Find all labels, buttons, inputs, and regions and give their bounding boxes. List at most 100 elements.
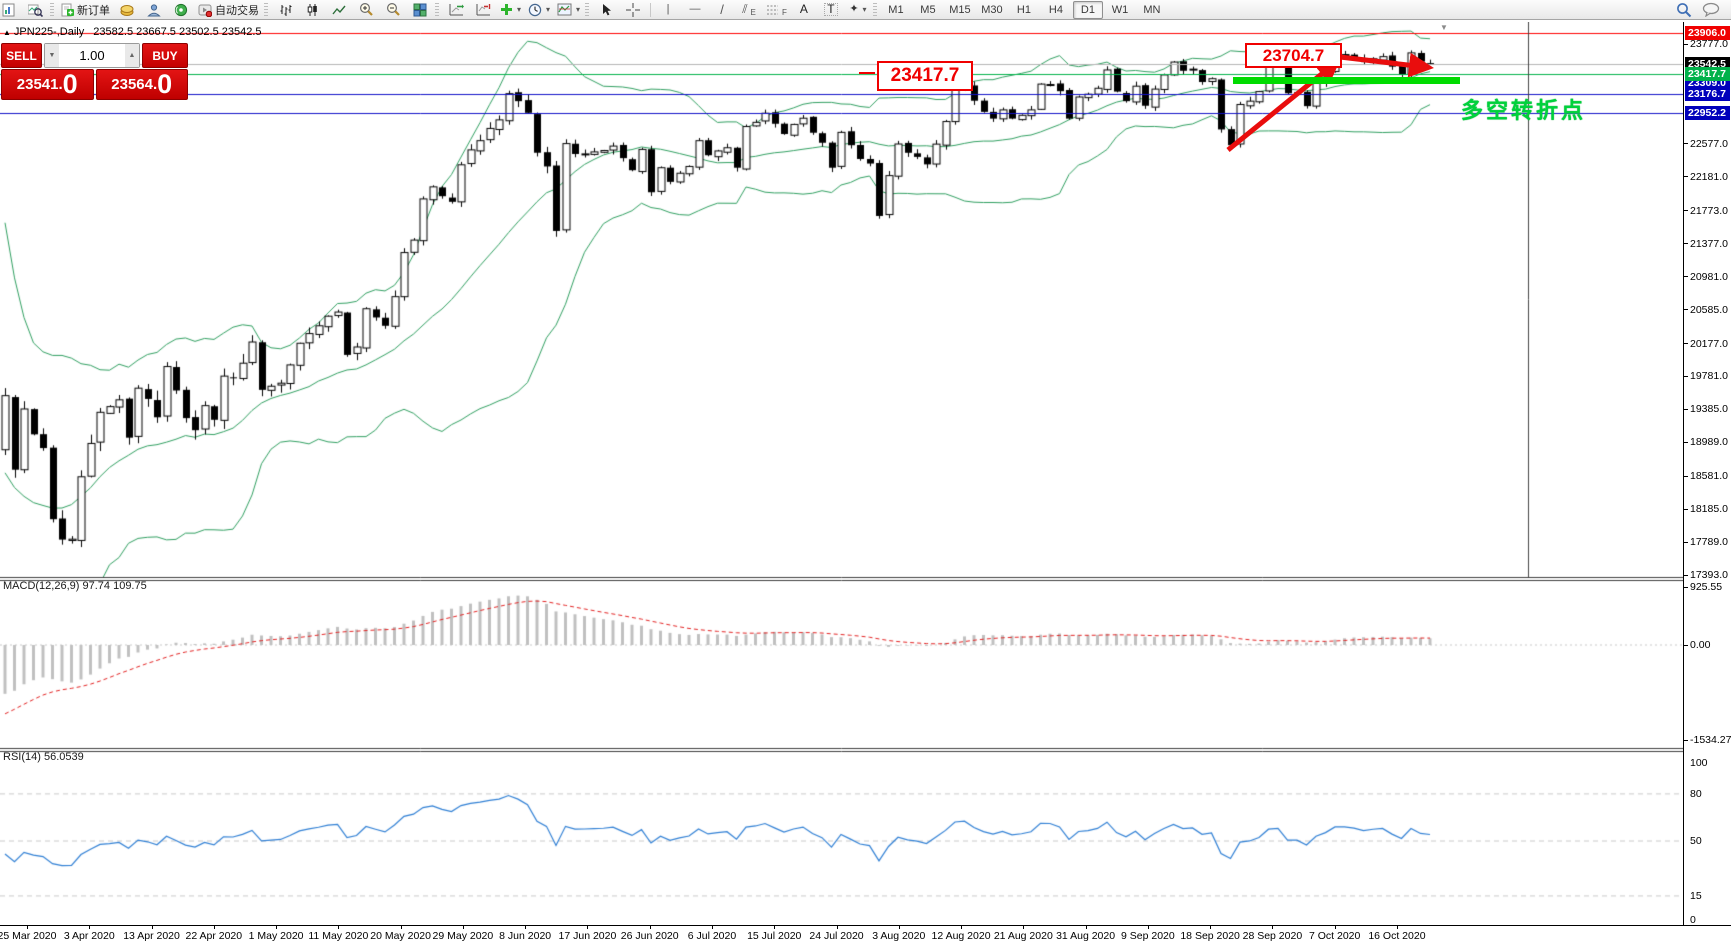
price-axis-tick-label: 17789.0 — [1690, 536, 1728, 549]
price-axis-tick — [1684, 574, 1688, 576]
autotrading-icon — [198, 4, 212, 17]
price-axis-tick-label: 19781.0 — [1690, 370, 1728, 383]
rsi-axis-label: 0 — [1690, 913, 1696, 926]
periods-dropdown[interactable]: ▾ — [525, 0, 553, 19]
price-axis-tick-label: 17393.0 — [1690, 569, 1728, 582]
level-label-dash — [859, 72, 875, 74]
news-icon[interactable] — [168, 0, 194, 19]
macd-label: MACD(12,26,9) 97.74 109.75 — [3, 580, 147, 592]
price-axis-tick — [1684, 343, 1688, 344]
macd-axis-tick — [1684, 586, 1688, 588]
date-axis-label: 9 Sep 2020 — [1121, 930, 1175, 942]
crosshair-icon[interactable] — [620, 0, 646, 19]
timeframe-D1[interactable]: D1 — [1072, 0, 1103, 19]
date-axis-tick — [276, 926, 278, 929]
price-badge-22952.2: 22952.2 — [1685, 105, 1730, 120]
price-axis[interactable]: 23777.0 22577.0 22181.0 21773.0 21377.0 20981… — [1683, 22, 1731, 926]
price-badge-23906.0: 23906.0 — [1685, 26, 1730, 41]
chart-shift-marker: ▼ — [1440, 23, 1448, 32]
chat-icon[interactable] — [1702, 2, 1720, 17]
date-axis-tick — [836, 926, 838, 929]
timeframe-M30[interactable]: M30 — [981, 3, 1003, 16]
date-axis-label: 13 Apr 2020 — [123, 930, 180, 942]
price-axis-tick-label: 22181.0 — [1690, 170, 1728, 183]
label-icon[interactable]: T — [818, 0, 844, 19]
date-axis-tick — [898, 926, 900, 929]
new-chart-icon[interactable] — [0, 0, 21, 19]
date-axis-tick — [400, 926, 402, 929]
chevron-down-icon: ▾ — [546, 5, 551, 14]
timeframe-M1[interactable]: M1 — [888, 3, 904, 16]
profiles-icon[interactable] — [22, 0, 48, 19]
candlesticks-icon[interactable] — [299, 0, 325, 19]
indicators-dropdown[interactable]: ▾ — [497, 0, 524, 19]
price-axis-tick — [1684, 276, 1688, 278]
price-chart-canvas[interactable] — [0, 22, 1683, 925]
level-label-23417[interactable]: 23417.7 — [877, 61, 973, 91]
turning-point-text[interactable]: 多空转折点 — [1461, 98, 1587, 123]
new-order-button[interactable]: 新订单 — [58, 0, 113, 19]
timeframe-W1[interactable]: W1 — [1111, 3, 1129, 16]
sell-price-button[interactable]: 23541. 0 — [1, 69, 94, 100]
shapes-dropdown[interactable]: ✦ ▾ — [849, 3, 867, 15]
date-axis-tick — [462, 926, 464, 929]
timeframe-MN[interactable]: MN — [1143, 3, 1161, 16]
bars-icon[interactable] — [272, 0, 298, 19]
ohlc-close: 23542.5 — [221, 26, 262, 38]
hline-icon[interactable]: — — [689, 3, 701, 15]
sell-button[interactable]: SELL — [1, 43, 42, 68]
date-axis-label: 18 Sep 2020 — [1180, 930, 1240, 942]
date-axis-label: 8 Jun 2020 — [499, 930, 552, 942]
date-axis-tick — [89, 926, 91, 929]
timeframe-M5[interactable]: M5 — [920, 3, 936, 16]
date-axis-tick — [525, 926, 527, 929]
buy-price-button[interactable]: 23564. 0 — [95, 69, 188, 100]
chevron-down-icon: ▾ — [862, 5, 867, 14]
chart-shift-icon[interactable] — [470, 0, 496, 19]
date-axis-tick — [27, 926, 28, 929]
linechart-icon[interactable] — [326, 0, 352, 19]
price-axis-tick — [1684, 541, 1688, 543]
indicators-icon — [501, 4, 512, 15]
buy-price-big-digit: 0 — [157, 69, 173, 99]
date-axis-label: 26 Jun 2020 — [620, 930, 679, 942]
volume-decrease-button[interactable]: ▼ — [45, 44, 59, 67]
ohlc-high: 23667.5 — [136, 26, 176, 38]
date-axis-label: 31 Aug 2020 — [1056, 930, 1116, 942]
vline-icon[interactable]: | — [666, 3, 670, 15]
account-icon[interactable] — [141, 0, 167, 19]
chart-window-title: ▲ JPN225-,Daily 23582.5 23667.5 23502.5 2… — [3, 26, 262, 38]
date-axis-label: 6 Jul 2020 — [687, 930, 737, 942]
date-axis-tick — [1085, 926, 1087, 929]
zoom-out-icon[interactable] — [380, 0, 406, 19]
trendline-icon[interactable]: / — [720, 2, 724, 17]
price-axis-tick — [1684, 243, 1688, 245]
autoscroll-icon[interactable] — [443, 0, 469, 19]
timeframe-M15[interactable]: M15 — [949, 3, 971, 16]
timeframe-H4[interactable]: H4 — [1048, 3, 1063, 16]
text-icon[interactable]: A — [799, 2, 808, 16]
price-axis-tick-label: 21773.0 — [1690, 204, 1728, 217]
price-axis-tick — [1684, 176, 1688, 178]
deposit-icon[interactable] — [114, 0, 140, 19]
search-icon[interactable] — [1676, 2, 1692, 18]
buy-button[interactable]: BUY — [142, 43, 188, 68]
level-label-23704[interactable]: 23704.7 — [1245, 43, 1342, 68]
templates-dropdown[interactable]: ▾ — [554, 0, 583, 19]
timeframe-H1[interactable]: H1 — [1016, 3, 1031, 16]
fibonacci-icon[interactable]: F — [767, 5, 787, 17]
macd-axis-label: -1534.27 — [1690, 734, 1731, 747]
autotrading-button[interactable]: 自动交易 — [195, 0, 262, 19]
tile-windows-icon[interactable] — [407, 0, 433, 19]
price-axis-tick — [1684, 508, 1688, 510]
date-axis[interactable]: 25 Mar 2020 3 Apr 2020 13 Apr 2020 22 Apr 2… — [0, 925, 1731, 943]
date-axis-label: 7 Oct 2020 — [1308, 930, 1361, 942]
zoom-in-icon[interactable] — [353, 0, 379, 19]
support-highlight-bar[interactable] — [1233, 77, 1460, 84]
price-axis-tick-label: 20585.0 — [1690, 303, 1728, 316]
channel-icon[interactable]: ⫽ E — [742, 2, 756, 17]
volume-increase-button[interactable]: ▲ — [125, 44, 139, 67]
price-axis-tick — [1684, 408, 1688, 410]
volume-value[interactable]: 1.00 — [79, 48, 105, 63]
cursor-icon[interactable] — [593, 0, 619, 19]
